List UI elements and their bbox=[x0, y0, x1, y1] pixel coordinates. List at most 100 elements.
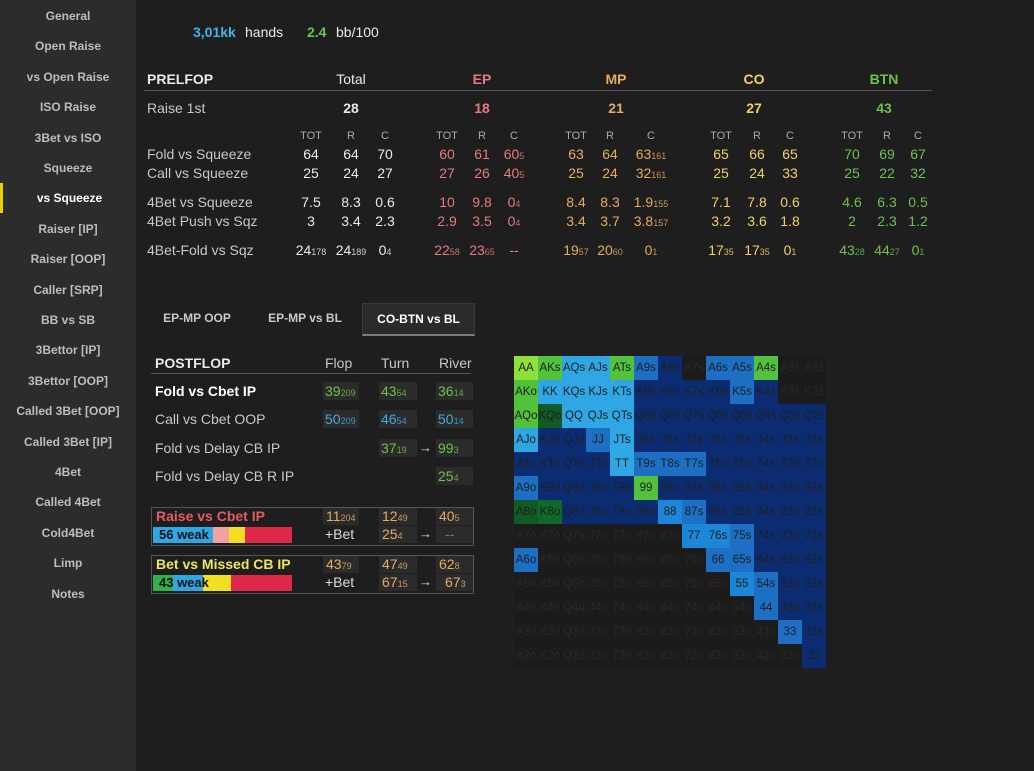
sidebar-item-cold4bet[interactable]: Cold4Bet bbox=[41, 525, 95, 540]
range-cell: 76o bbox=[682, 548, 706, 572]
preflop-cell-sample: 35 bbox=[759, 247, 770, 257]
sidebar-item-3bet-vs-iso[interactable]: 3Bet vs ISO bbox=[34, 130, 102, 145]
hands-label: hands bbox=[245, 24, 284, 40]
postflop-river-value: 5014 bbox=[438, 411, 464, 427]
range-cell: 53o bbox=[730, 620, 754, 644]
range-cell: KJo bbox=[538, 428, 562, 452]
preflop-cell: 1735 bbox=[732, 242, 782, 258]
preflop-cell: 2060 bbox=[585, 242, 635, 258]
stat-cell-bg bbox=[379, 508, 417, 525]
stat-value: 67 bbox=[382, 574, 398, 590]
sidebar-item-3bettor-ip[interactable]: 3Bettor [IP] bbox=[35, 343, 101, 358]
box2-bet-river: 673 bbox=[445, 574, 466, 590]
sidebar-item-caller-srp[interactable]: Caller [SRP] bbox=[33, 282, 103, 297]
range-cell: K3s bbox=[778, 380, 802, 404]
range-cell: AQs bbox=[562, 356, 586, 380]
sidebar-item-raiser-ip[interactable]: Raiser [IP] bbox=[38, 221, 98, 236]
preflop-cell-value: 3.4 bbox=[566, 213, 586, 229]
preflop-cell: 04 bbox=[489, 213, 539, 229]
sidebar-item-4bet[interactable]: 4Bet bbox=[54, 465, 81, 479]
preflop-cell-sample: 1 bbox=[791, 247, 797, 257]
preflop-cell: 3.5 bbox=[457, 213, 507, 229]
range-cell: QQ bbox=[562, 404, 586, 428]
preflop-cell-value: -- bbox=[509, 242, 519, 258]
preflop-cell-sample: 5 bbox=[519, 151, 525, 161]
sidebar-item-vs-squeeze[interactable]: vs Squeeze bbox=[0, 183, 136, 214]
range-cell: ATo bbox=[514, 452, 538, 476]
range-cell: K6o bbox=[538, 548, 562, 572]
preflop-cell-sample: 189 bbox=[351, 247, 367, 257]
postflop-row-label: Call vs Cbet OOP bbox=[155, 411, 266, 427]
preflop-cell-value: 22 bbox=[879, 165, 895, 181]
range-cell: T9o bbox=[610, 476, 634, 500]
range-cell: Q3s bbox=[778, 404, 802, 428]
range-cell: 62o bbox=[706, 644, 730, 668]
col-header-r: R bbox=[883, 130, 891, 142]
postflop-flop-value: 39209 bbox=[325, 383, 356, 399]
range-cell: 52o bbox=[730, 644, 754, 668]
preflop-cell-value: 17 bbox=[744, 242, 760, 258]
street-river: River bbox=[439, 355, 472, 371]
range-cell: KTs bbox=[610, 380, 634, 404]
hand-range-grid: AA AKs AQs AJs ATs A9s A8s A7s A6s A5s A4s A3s A2s AK… bbox=[514, 356, 826, 668]
stat-cell-bg bbox=[379, 526, 417, 543]
range-cell: J2s bbox=[802, 428, 826, 452]
weak-bar-segment bbox=[231, 575, 292, 591]
range-cell: 76s bbox=[706, 524, 730, 548]
preflop-cell: 27 bbox=[360, 165, 410, 181]
sidebar-item-called-3bet-ip[interactable]: Called 3Bet [IP] bbox=[23, 434, 113, 449]
preflop-cell-value: 2.3 bbox=[877, 213, 897, 229]
sidebar-item-notes[interactable]: Notes bbox=[51, 586, 85, 601]
sidebar-item-called-4bet[interactable]: Called 4Bet bbox=[35, 495, 101, 510]
sidebar-item-limp[interactable]: Limp bbox=[53, 556, 83, 571]
range-cell: Q5s bbox=[730, 404, 754, 428]
range-cell: 93s bbox=[778, 476, 802, 500]
stat-sample: 5 bbox=[454, 513, 460, 523]
sidebar-item-squeeze[interactable]: Squeeze bbox=[43, 161, 93, 175]
preflop-cell-value: 3.5 bbox=[472, 213, 492, 229]
postflop-row-label: Fold vs Cbet IP bbox=[155, 383, 257, 399]
sidebar-item-called-3bet-oop[interactable]: Called 3Bet [OOP] bbox=[16, 404, 120, 419]
range-cell: T5s bbox=[730, 452, 754, 476]
preflop-cell-value: 0.6 bbox=[375, 194, 395, 210]
sidebar-item-bb-vs-sb[interactable]: BB vs SB bbox=[40, 313, 96, 327]
preflop-cell-sample: 157 bbox=[653, 218, 669, 228]
preflop-cell-value: 0 bbox=[783, 242, 792, 258]
preflop-cell: 0.6 bbox=[765, 194, 815, 210]
preflop-cell: 65 bbox=[765, 146, 815, 162]
sidebar-item-3bettor-oop[interactable]: 3Bettor [OOP] bbox=[27, 373, 108, 388]
range-cell: 42s bbox=[802, 596, 826, 620]
street-flop: Flop bbox=[325, 355, 353, 371]
stat-sample: 79 bbox=[341, 561, 352, 571]
sidebar-item-open-raise[interactable]: Open Raise bbox=[34, 39, 102, 54]
tab-ep-mp-oop[interactable]: EP-MP OOP bbox=[163, 311, 231, 325]
box1-weak-bar: 56 weak bbox=[153, 527, 292, 543]
range-cell: 98s bbox=[658, 476, 682, 500]
range-cell: 44 bbox=[754, 596, 778, 620]
sidebar-item-iso-raise[interactable]: ISO Raise bbox=[39, 100, 97, 115]
range-cell: 65o bbox=[706, 572, 730, 596]
sidebar-item-raiser-oop[interactable]: Raiser [OOP] bbox=[30, 252, 106, 267]
tab-ep-mp-vs-bl[interactable]: EP-MP vs BL bbox=[268, 311, 342, 325]
preflop-cell-value: 8.3 bbox=[341, 194, 361, 210]
range-cell: T4o bbox=[610, 596, 634, 620]
range-cell: 82o bbox=[658, 644, 682, 668]
sidebar-item-vs-open-raise[interactable]: vs Open Raise bbox=[26, 69, 110, 84]
preflop-cell-value: 65 bbox=[713, 146, 729, 162]
sidebar-item-general[interactable]: General bbox=[45, 9, 91, 23]
range-cell: 83s bbox=[778, 500, 802, 524]
range-cell: AKo bbox=[514, 380, 538, 404]
preflop-cell: 63161 bbox=[626, 146, 676, 162]
bb-value: 2.4 bbox=[307, 24, 327, 40]
preflop-cell-value: 6.3 bbox=[877, 194, 897, 210]
preflop-cell-value: 24 bbox=[335, 242, 352, 258]
preflop-cell-sample: 65 bbox=[484, 247, 495, 257]
range-cell: 66 bbox=[706, 548, 730, 572]
range-cell: 42o bbox=[754, 644, 778, 668]
stat-sample: 15 bbox=[397, 579, 408, 589]
range-cell: A9o bbox=[514, 476, 538, 500]
tab-co-btn-vs-bl[interactable]: CO-BTN vs BL bbox=[362, 303, 475, 336]
range-cell: Q6s bbox=[706, 404, 730, 428]
range-cell: KQo bbox=[538, 404, 562, 428]
preflop-cell-value: 0 bbox=[911, 242, 920, 258]
